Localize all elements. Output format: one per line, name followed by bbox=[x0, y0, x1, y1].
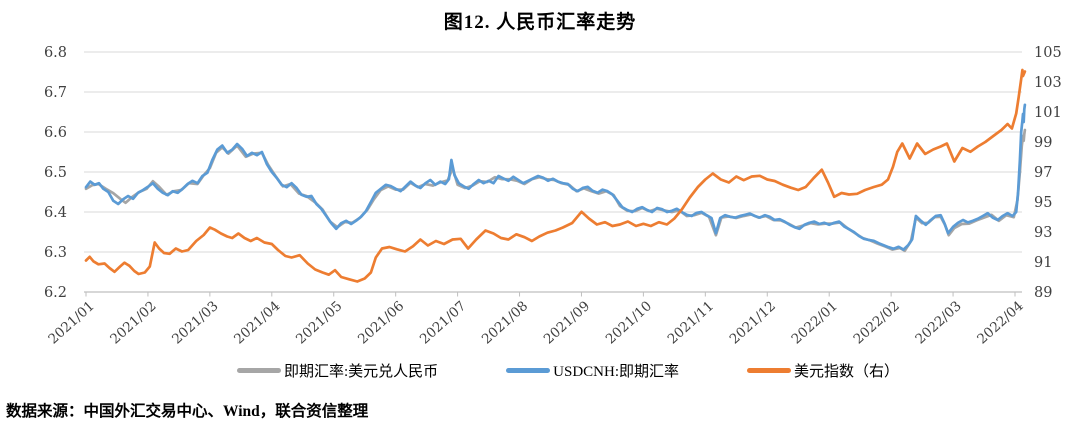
svg-text:2021/03: 2021/03 bbox=[169, 298, 221, 347]
svg-text:2021/07: 2021/07 bbox=[417, 298, 469, 347]
legend-label-usdcnh-spot: USDCNH:即期汇率 bbox=[553, 364, 679, 380]
legend-swatch-gray-line-icon bbox=[236, 368, 281, 373]
svg-text:2022/04: 2022/04 bbox=[974, 298, 1026, 347]
svg-text:97: 97 bbox=[1034, 165, 1052, 181]
svg-text:105: 105 bbox=[1034, 45, 1062, 61]
svg-text:2022/02: 2022/02 bbox=[850, 298, 902, 347]
legend-swatch-orange-line-icon bbox=[747, 368, 791, 373]
source-note: 数据来源：中国外汇交易中心、Wind，联合资信整理 bbox=[6, 403, 369, 420]
legend-item-cny-spot: 即期汇率:美元兑人民币 bbox=[236, 360, 439, 381]
svg-text:89: 89 bbox=[1034, 285, 1052, 301]
svg-text:2021/01: 2021/01 bbox=[45, 298, 97, 347]
svg-text:91: 91 bbox=[1034, 255, 1052, 271]
svg-text:6.7: 6.7 bbox=[44, 85, 67, 101]
chart-title: 图12. 人民币汇率走势 bbox=[443, 12, 637, 33]
svg-text:103: 103 bbox=[1034, 75, 1062, 91]
svg-text:6.6: 6.6 bbox=[44, 125, 67, 141]
svg-text:2021/06: 2021/06 bbox=[355, 298, 407, 347]
svg-text:2021/10: 2021/10 bbox=[603, 298, 655, 347]
svg-text:2021/12: 2021/12 bbox=[727, 298, 779, 347]
svg-text:2021/02: 2021/02 bbox=[107, 298, 159, 347]
svg-text:6.4: 6.4 bbox=[44, 205, 67, 221]
svg-text:2021/04: 2021/04 bbox=[231, 298, 283, 347]
svg-text:2021/08: 2021/08 bbox=[479, 298, 531, 347]
legend-label-cny-spot: 即期汇率:美元兑人民币 bbox=[283, 364, 439, 380]
svg-text:2022/03: 2022/03 bbox=[912, 298, 964, 347]
svg-text:2021/05: 2021/05 bbox=[293, 298, 345, 347]
legend-item-usdcnh-spot: USDCNH:即期汇率 bbox=[506, 360, 679, 381]
svg-text:6.2: 6.2 bbox=[44, 285, 67, 301]
svg-text:6.3: 6.3 bbox=[44, 245, 67, 261]
svg-text:101: 101 bbox=[1034, 105, 1062, 121]
svg-text:6.8: 6.8 bbox=[44, 45, 67, 61]
svg-text:99: 99 bbox=[1034, 135, 1052, 151]
chart-svg: 2021/01 2021/02 2021/03 2021/04 2021/05 2021/… bbox=[44, 45, 1062, 348]
svg-text:2022/01: 2022/01 bbox=[788, 298, 840, 347]
svg-text:2021/11: 2021/11 bbox=[665, 298, 717, 347]
svg-text:93: 93 bbox=[1034, 225, 1052, 241]
svg-text:95: 95 bbox=[1034, 195, 1052, 211]
chart-legend: 即期汇率:美元兑人民币 USDCNH:即期汇率 美元指数（右） bbox=[28, 360, 1080, 381]
svg-text:2021/09: 2021/09 bbox=[541, 298, 593, 347]
legend-label-usd-index: 美元指数（右） bbox=[794, 364, 900, 380]
legend-swatch-blue-line-icon bbox=[506, 368, 551, 373]
svg-text:6.5: 6.5 bbox=[44, 165, 67, 181]
legend-item-usd-index: 美元指数（右） bbox=[747, 360, 899, 381]
